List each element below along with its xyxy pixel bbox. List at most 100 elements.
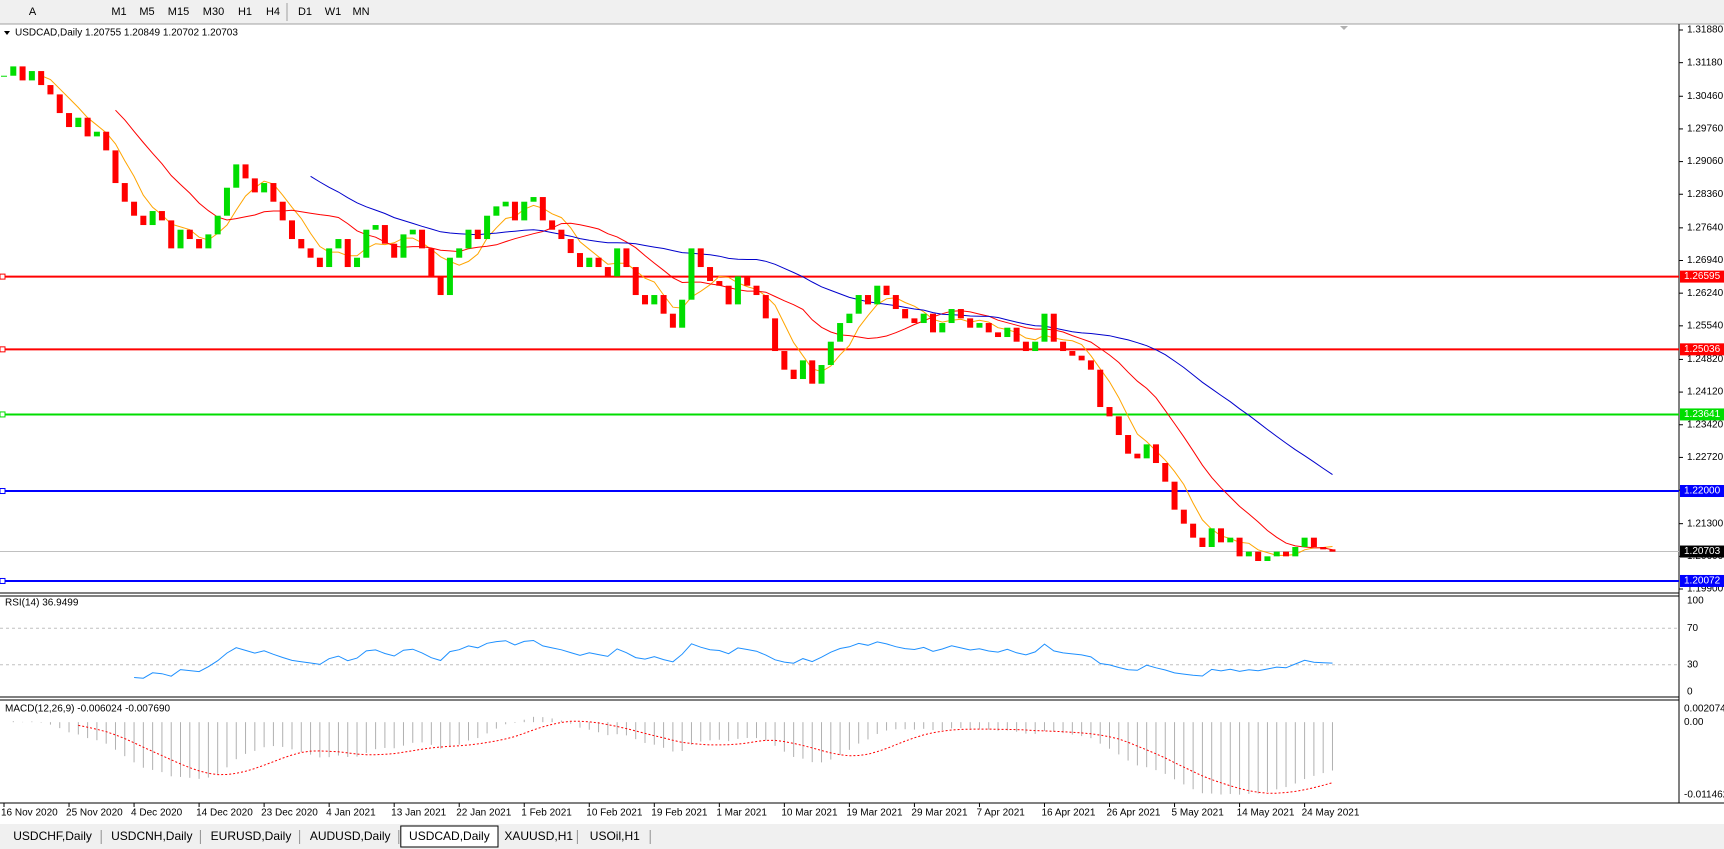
candle <box>47 85 54 95</box>
toolbar-button[interactable]: A <box>29 6 37 18</box>
toolbar-button[interactable]: D1 <box>298 6 312 18</box>
candle <box>1329 549 1336 552</box>
candle <box>1227 537 1234 543</box>
candle <box>539 197 546 221</box>
candle <box>864 295 871 305</box>
y-tick-label: 1.19900 <box>1687 584 1724 595</box>
tab[interactable] <box>579 828 651 846</box>
x-tick-label: 1 Feb 2021 <box>521 808 572 819</box>
candle <box>1152 444 1159 464</box>
x-tick-label: 25 Nov 2020 <box>66 808 123 819</box>
level-label: 1.26595 <box>1684 271 1721 282</box>
candle <box>930 313 936 333</box>
candle <box>391 243 398 258</box>
candle <box>140 215 147 226</box>
toolbar-button[interactable]: H4 <box>266 6 280 18</box>
toolbar-button[interactable]: W1 <box>325 6 342 18</box>
candle <box>1255 551 1262 562</box>
tab-label[interactable]: XAUUSD,H1 <box>504 829 573 843</box>
toolbar-button[interactable]: M5 <box>139 6 154 18</box>
macd-signal <box>78 720 1333 794</box>
candle <box>400 234 407 258</box>
candle <box>902 309 909 319</box>
candle <box>762 295 769 319</box>
toolbar-button[interactable]: MN <box>352 6 369 18</box>
candle <box>131 201 138 216</box>
x-tick-label: 14 Dec 2020 <box>196 808 253 819</box>
x-tick-label: 29 Mar 2021 <box>911 808 968 819</box>
toolbar-button[interactable]: M15 <box>168 6 189 18</box>
candle <box>307 248 314 258</box>
tab-label[interactable]: USDCHF,Daily <box>13 829 92 843</box>
rsi-line <box>134 639 1333 679</box>
tab-label[interactable]: AUDUSD,Daily <box>310 829 391 843</box>
candle <box>567 239 574 254</box>
tab-label[interactable]: USDCNH,Daily <box>111 829 192 843</box>
y-tick-label: 1.22720 <box>1687 452 1724 463</box>
candle <box>419 229 426 249</box>
candle <box>530 197 537 202</box>
candle <box>883 285 890 296</box>
tab[interactable] <box>202 828 300 846</box>
candle <box>1097 369 1104 408</box>
candle <box>1171 481 1178 510</box>
candle <box>381 225 388 244</box>
candle <box>1032 341 1039 352</box>
y-tick-label: 1.24120 <box>1687 387 1724 398</box>
y-tick-label: 0 <box>1687 687 1693 698</box>
candle <box>279 201 286 221</box>
candle <box>688 248 695 300</box>
candle <box>957 309 964 319</box>
moving-average <box>310 175 1333 476</box>
candle <box>595 257 602 268</box>
candle <box>1060 341 1067 352</box>
candle <box>679 299 686 328</box>
candle <box>409 229 416 235</box>
candle <box>177 229 184 249</box>
candle <box>632 267 639 296</box>
tab[interactable] <box>301 828 399 846</box>
x-tick-label: 4 Jan 2021 <box>326 808 376 819</box>
candle <box>1041 313 1048 342</box>
candle <box>1208 528 1215 548</box>
candle <box>576 253 583 268</box>
candle <box>511 201 518 221</box>
candle <box>669 313 676 328</box>
x-tick-label: 5 May 2021 <box>1172 808 1225 819</box>
candle <box>1301 537 1308 548</box>
tab-label[interactable]: EURUSD,Daily <box>211 829 292 843</box>
candle <box>261 183 268 193</box>
y-tick-label: 1.29760 <box>1687 124 1724 135</box>
tab[interactable] <box>500 828 578 846</box>
macd-header: MACD(12,26,9) -0.006024 -0.007690 <box>5 704 171 715</box>
candle <box>716 281 723 286</box>
toolbar-button[interactable]: M1 <box>111 6 126 18</box>
moving-average <box>115 109 1333 551</box>
tab-label[interactable]: USDCAD,Daily <box>409 829 490 843</box>
candle <box>753 285 760 296</box>
candle <box>242 164 249 179</box>
toolbar-button[interactable]: M30 <box>203 6 224 18</box>
candle <box>809 360 816 384</box>
x-tick-label: 19 Mar 2021 <box>846 808 903 819</box>
candle <box>112 150 119 184</box>
y-tick-label: 70 <box>1687 623 1699 634</box>
y-tick-label: 1.26940 <box>1687 255 1724 266</box>
candle <box>818 365 825 384</box>
y-tick-label: 1.30460 <box>1687 91 1724 102</box>
tab[interactable] <box>400 825 499 848</box>
candle <box>223 187 230 216</box>
candle <box>186 229 193 240</box>
toolbar-button[interactable]: H1 <box>238 6 252 18</box>
x-tick-label: 4 Dec 2020 <box>131 808 183 819</box>
level-handle <box>0 488 6 495</box>
tab-label[interactable]: USOil,H1 <box>590 829 640 843</box>
candle <box>56 94 63 114</box>
candle <box>846 313 853 324</box>
y-tick-label: 30 <box>1687 659 1699 670</box>
tab[interactable] <box>4 828 102 846</box>
level-label: 1.22000 <box>1684 486 1721 497</box>
tab[interactable] <box>103 828 201 846</box>
candle <box>493 206 500 216</box>
